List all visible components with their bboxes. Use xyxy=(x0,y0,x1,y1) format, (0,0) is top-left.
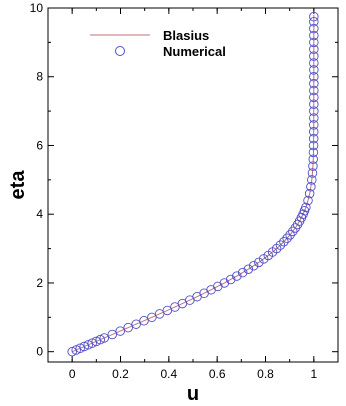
data-point-numerical xyxy=(232,271,242,281)
data-point-numerical xyxy=(254,257,264,268)
data-point-numerical xyxy=(308,140,319,151)
data-point-numerical xyxy=(154,309,165,319)
data-point-numerical xyxy=(308,161,318,171)
data-point-numerical xyxy=(87,338,97,348)
data-point-numerical xyxy=(309,51,319,61)
data-point-numerical xyxy=(139,316,149,326)
y-tick-label: 6 xyxy=(36,138,43,152)
data-point-numerical xyxy=(309,78,319,89)
data-point-numerical xyxy=(309,65,319,75)
data-point-numerical xyxy=(301,202,311,213)
data-point-numerical xyxy=(307,175,317,185)
data-layer xyxy=(67,11,319,357)
data-point-numerical xyxy=(248,261,259,271)
y-axis-label: eta xyxy=(7,170,29,200)
x-tick-label: 0 xyxy=(69,367,76,381)
x-tick-label: 0.4 xyxy=(160,367,177,381)
plot-frame xyxy=(47,7,339,363)
y-tick-label: 4 xyxy=(36,207,43,221)
x-tick-label: 0.2 xyxy=(112,367,129,381)
data-point-numerical xyxy=(309,99,319,109)
data-point-numerical xyxy=(309,23,319,34)
data-point-numerical xyxy=(309,37,319,48)
y-tick-label: 10 xyxy=(30,1,44,15)
data-point-numerical xyxy=(243,264,254,274)
x-tick-label: 0.6 xyxy=(209,367,226,381)
data-point-numerical xyxy=(71,345,81,355)
data-point-numerical xyxy=(271,243,282,254)
data-point-numerical xyxy=(309,120,319,130)
x-tick-label: 1 xyxy=(310,367,317,381)
data-point-numerical xyxy=(309,85,319,96)
data-point-numerical xyxy=(309,106,319,116)
data-point-numerical xyxy=(237,267,248,278)
data-point-numerical xyxy=(131,319,141,329)
legend-label: Blasius xyxy=(163,28,209,43)
data-point-numerical xyxy=(279,236,289,247)
data-point-numerical xyxy=(306,181,316,192)
data-point-numerical xyxy=(91,336,101,347)
data-point-numerical xyxy=(309,16,319,27)
data-point-numerical xyxy=(115,326,125,336)
data-point-numerical xyxy=(288,226,298,237)
data-point-numerical xyxy=(304,188,315,199)
data-point-numerical xyxy=(307,168,318,178)
data-point-numerical xyxy=(275,240,286,250)
x-tick-label: 0.8 xyxy=(257,367,274,381)
data-point-numerical xyxy=(308,147,319,158)
data-point-numerical xyxy=(83,340,93,350)
data-point-numerical xyxy=(309,11,319,22)
legend-label: Numerical xyxy=(163,44,226,59)
data-point-numerical xyxy=(79,341,89,352)
x-axis-label: u xyxy=(187,383,199,405)
data-point-numerical xyxy=(282,233,292,244)
data-point-numerical xyxy=(75,343,85,354)
data-point-numerical xyxy=(162,305,173,316)
data-point-numerical xyxy=(290,223,301,233)
y-tick-label: 2 xyxy=(36,276,43,290)
data-point-numerical xyxy=(309,71,319,82)
data-point-numerical xyxy=(309,58,319,68)
series-line-blasius xyxy=(71,14,315,353)
data-point-numerical xyxy=(303,195,313,206)
data-point-numerical xyxy=(308,133,319,144)
data-point-numerical xyxy=(99,333,110,343)
data-point-numerical xyxy=(309,30,319,41)
data-point-numerical xyxy=(309,92,319,103)
y-tick-label: 8 xyxy=(36,70,43,84)
data-point-numerical xyxy=(67,346,77,357)
data-point-numerical xyxy=(308,126,319,137)
data-point-numerical xyxy=(95,334,105,345)
data-point-numerical xyxy=(308,154,318,164)
data-point-numerical xyxy=(219,278,230,288)
data-point-numerical xyxy=(225,274,236,285)
data-point-numerical xyxy=(123,322,133,333)
legend-swatch-numerical xyxy=(115,46,125,56)
data-point-numerical xyxy=(285,230,295,240)
data-point-numerical xyxy=(107,329,118,340)
data-point-numerical xyxy=(147,312,157,323)
data-point-numerical xyxy=(309,113,319,123)
data-point-numerical xyxy=(309,44,319,54)
y-tick-label: 0 xyxy=(36,345,43,359)
